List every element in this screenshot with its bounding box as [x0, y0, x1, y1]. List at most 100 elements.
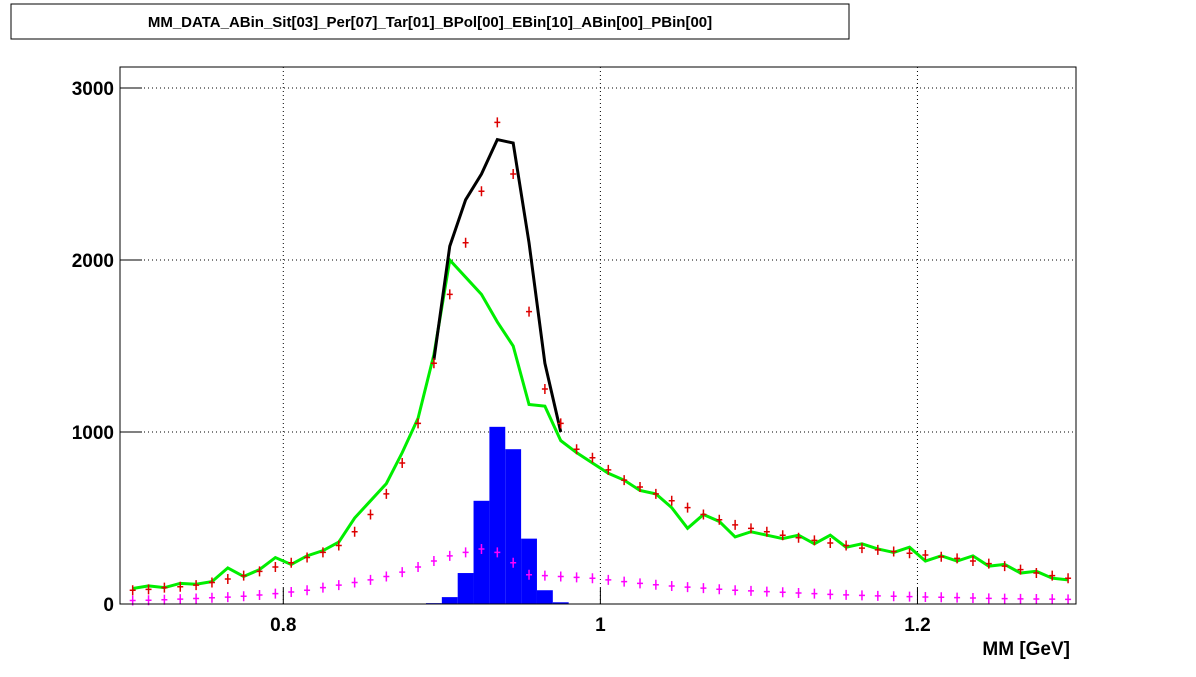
- data-point: [510, 168, 517, 179]
- data-point: [224, 592, 231, 603]
- data-point: [1033, 568, 1040, 579]
- data-point: [700, 583, 707, 594]
- data-point: [922, 549, 929, 560]
- data-point: [430, 555, 437, 566]
- x-tick-label: 0.8: [270, 615, 296, 636]
- data-point: [1001, 561, 1008, 572]
- data-point: [415, 418, 422, 429]
- data-point: [510, 557, 517, 568]
- data-point: [335, 540, 342, 551]
- data-point: [1033, 594, 1040, 605]
- data-point: [605, 574, 612, 585]
- data-point: [732, 585, 739, 596]
- histogram-bin: [536, 590, 553, 604]
- data-point: [668, 580, 675, 591]
- data-point: [304, 552, 311, 563]
- data-point: [938, 592, 945, 603]
- data-point: [954, 553, 961, 564]
- data-point: [193, 580, 200, 591]
- data-point: [589, 573, 596, 584]
- data-point: [621, 475, 628, 486]
- histogram-bin: [552, 602, 569, 604]
- data-point: [1017, 564, 1024, 575]
- data-point: [351, 577, 358, 588]
- data-point: [858, 543, 865, 554]
- data-point: [843, 540, 850, 551]
- plot-frame: [119, 66, 1077, 605]
- data-point: [954, 592, 961, 603]
- data-point: [985, 558, 992, 569]
- histogram-bin: [441, 597, 458, 604]
- data-point: [494, 547, 501, 558]
- data-point: [1017, 593, 1024, 604]
- data-point: [240, 570, 247, 581]
- data-point: [526, 569, 533, 580]
- data-point: [605, 464, 612, 475]
- data-point: [478, 543, 485, 554]
- data-point: [637, 578, 644, 589]
- data-point: [319, 582, 326, 593]
- data-point: [478, 186, 485, 197]
- histogram-bin: [457, 573, 474, 604]
- y-tick-label: 2000: [72, 251, 114, 272]
- data-point: [589, 452, 596, 463]
- y-tick-label: 3000: [72, 79, 114, 100]
- data-point: [811, 588, 818, 599]
- data-point: [668, 495, 675, 506]
- histogram-bin: [489, 426, 506, 604]
- data-point: [446, 550, 453, 561]
- y-tick-label: 1000: [72, 423, 114, 444]
- data-point: [747, 585, 754, 596]
- data-point: [288, 557, 295, 568]
- y-tick-label: 0: [103, 595, 114, 616]
- data-point: [177, 594, 184, 605]
- title-box: [10, 3, 850, 40]
- data-point: [906, 591, 913, 602]
- x-axis-label: MM [GeV]: [982, 639, 1070, 660]
- data-point: [272, 562, 279, 573]
- data-point: [288, 586, 295, 597]
- x-tick-label: 1.2: [904, 615, 930, 636]
- data-point: [399, 457, 406, 468]
- data-point: [858, 590, 865, 601]
- data-point: [541, 570, 548, 581]
- data-point: [827, 537, 834, 548]
- data-point: [367, 574, 374, 585]
- data-point: [573, 444, 580, 455]
- data-point: [494, 117, 501, 128]
- data-point: [1065, 573, 1072, 584]
- data-point: [795, 532, 802, 543]
- data-point: [969, 592, 976, 603]
- data-point: [700, 509, 707, 520]
- data-point: [573, 572, 580, 583]
- data-point: [430, 358, 437, 369]
- data-point: [811, 535, 818, 546]
- data-point: [193, 593, 200, 604]
- data-point: [383, 488, 390, 499]
- chart-title: MM_DATA_ABin_Sit[03]_Per[07]_Tar[01]_BPo…: [148, 14, 712, 31]
- data-point: [177, 581, 184, 592]
- data-point: [161, 594, 168, 605]
- data-point: [779, 587, 786, 598]
- series-line: [432, 137, 563, 433]
- data-point: [557, 571, 564, 582]
- data-point: [843, 589, 850, 600]
- data-point: [208, 592, 215, 603]
- data-point: [922, 591, 929, 602]
- data-point: [526, 306, 533, 317]
- data-point: [272, 588, 279, 599]
- data-point: [1065, 594, 1072, 605]
- data-point: [240, 591, 247, 602]
- data-point: [621, 576, 628, 587]
- data-point: [367, 509, 374, 520]
- data-point: [684, 582, 691, 593]
- data-point: [383, 571, 390, 582]
- data-point: [208, 577, 215, 588]
- data-point: [763, 526, 770, 537]
- data-point: [906, 548, 913, 559]
- data-point: [874, 544, 881, 555]
- data-point: [161, 582, 168, 593]
- data-point: [652, 488, 659, 499]
- data-point: [827, 589, 834, 600]
